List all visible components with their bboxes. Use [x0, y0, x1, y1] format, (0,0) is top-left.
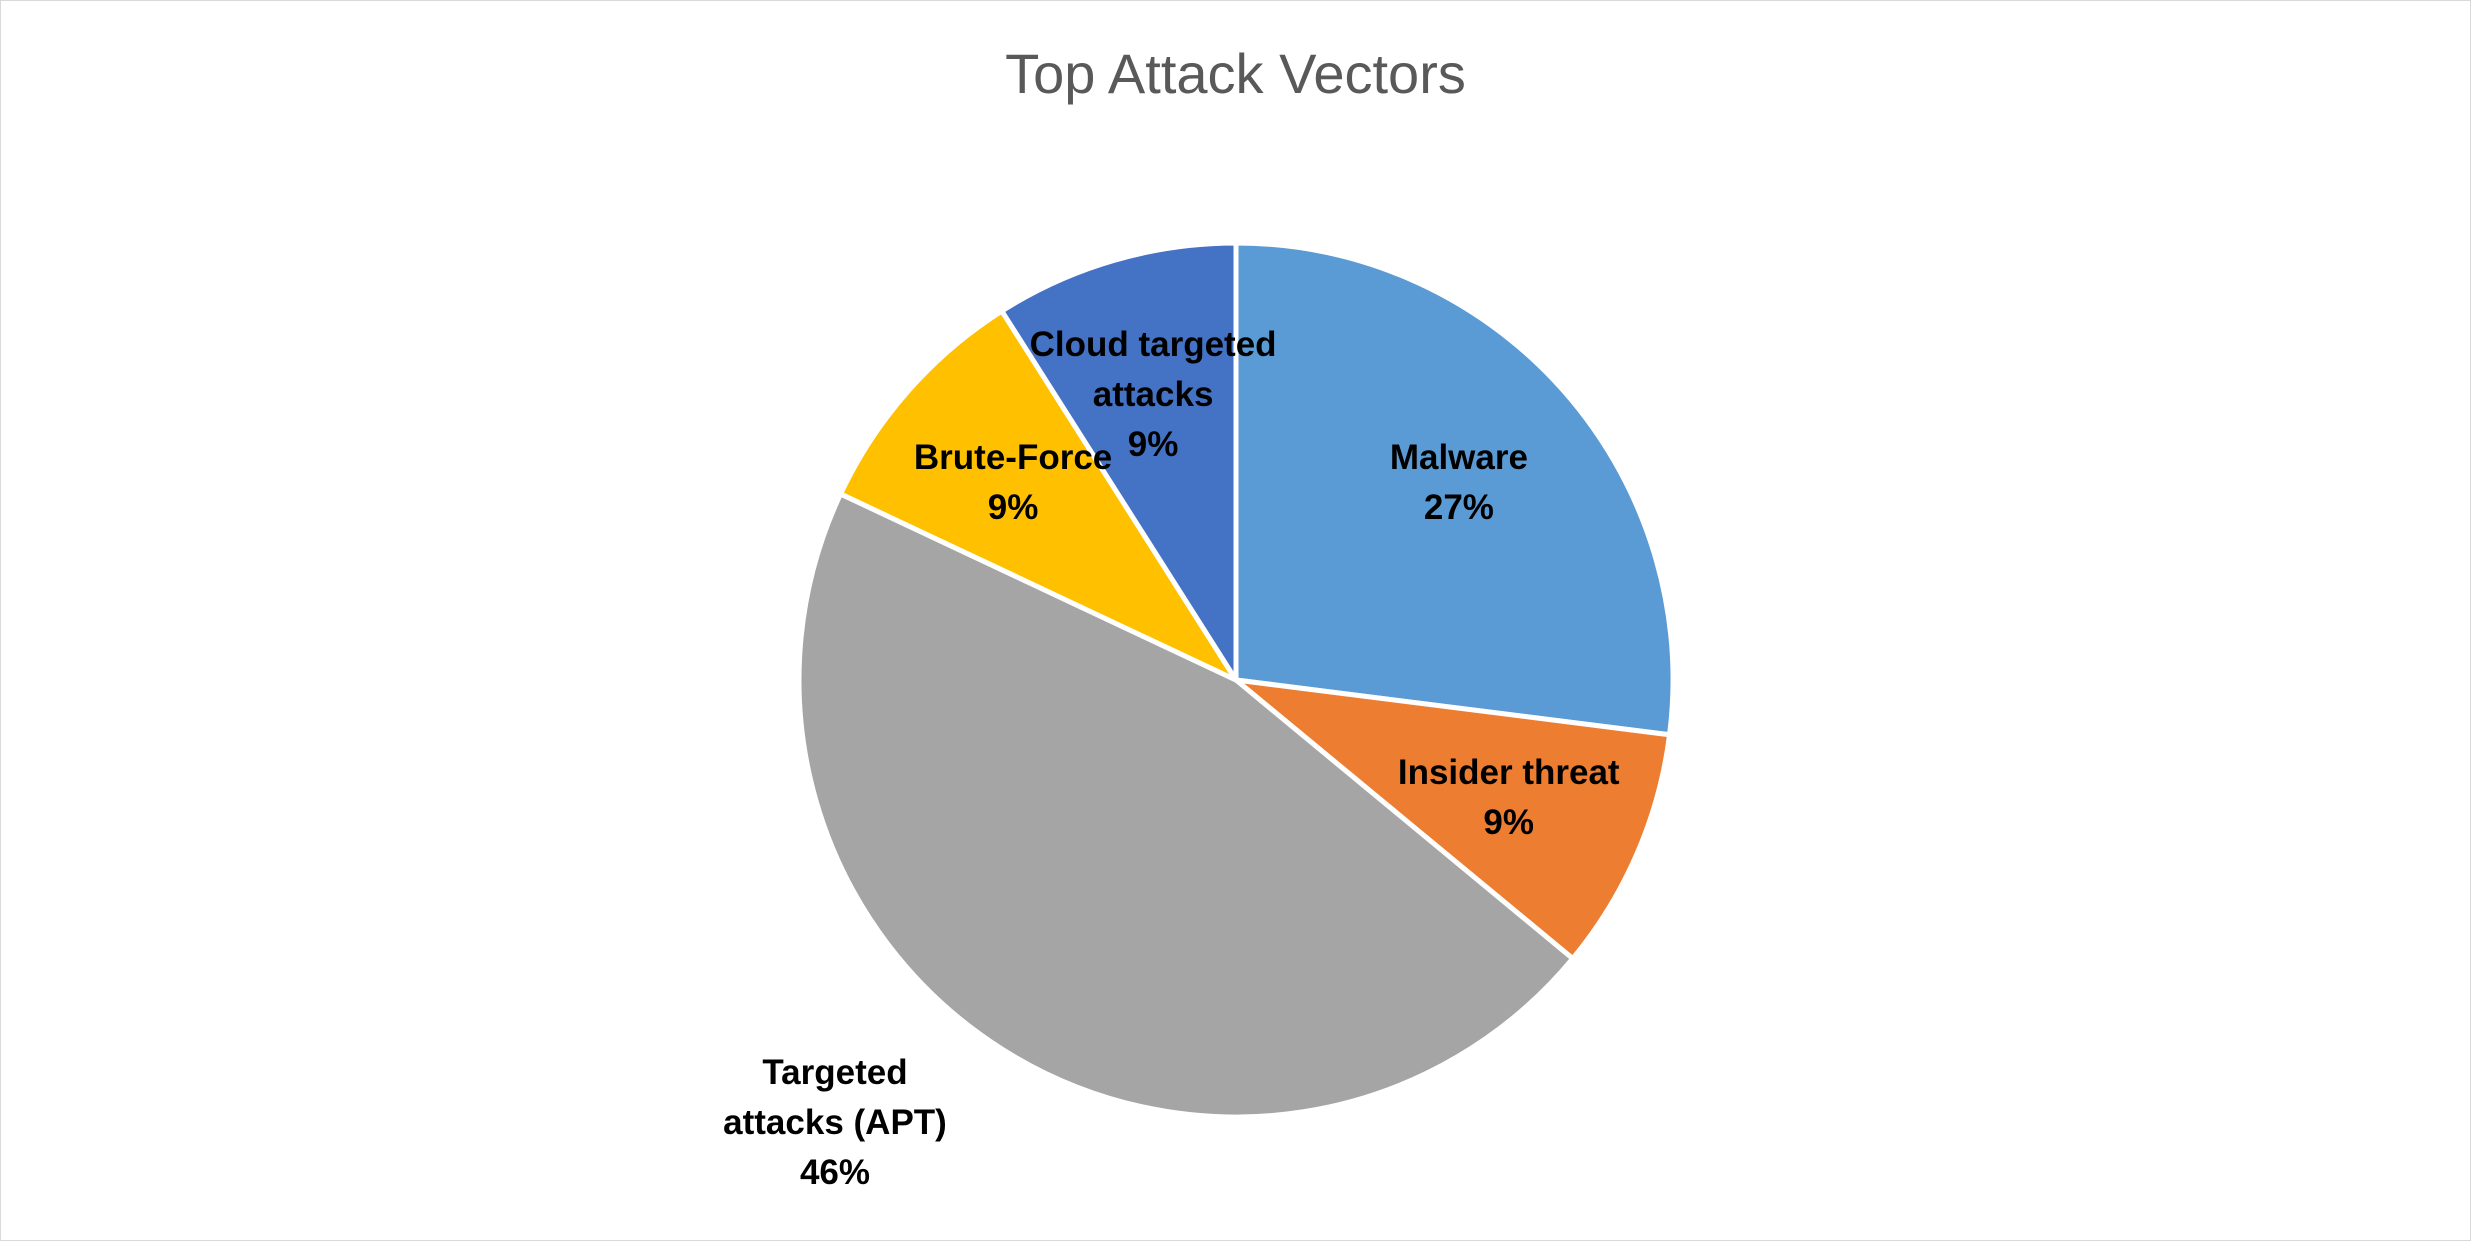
- category-label: Cloud targeted attacks: [1029, 324, 1277, 414]
- slice-label: Brute-Force 9%: [914, 433, 1112, 533]
- slice-label: Cloud targeted attacks 9%: [1028, 320, 1278, 470]
- chart-title: Top Attack Vectors: [1005, 42, 1466, 105]
- pie-slice: [999, 240, 1239, 683]
- category-label: Brute-Force: [913, 438, 1113, 478]
- pie-slice: [796, 491, 1576, 1120]
- slice-label: Targeted attacks (APT) 46%: [710, 1048, 960, 1198]
- pie-slice: [1233, 240, 1676, 738]
- category-label: Insider threat: [1397, 753, 1620, 793]
- category-label: Targeted attacks (APT): [723, 1052, 947, 1142]
- category-label: Malware: [1389, 438, 1528, 478]
- value-label: 9%: [987, 488, 1039, 528]
- value-label: 46%: [799, 1152, 871, 1192]
- slice-label: Malware 27%: [1390, 433, 1528, 533]
- pie-slice: [1233, 677, 1673, 962]
- pie-slice: [838, 308, 1239, 683]
- value-label: 27%: [1423, 488, 1494, 528]
- slice-label: Insider threat 9%: [1398, 748, 1620, 848]
- value-label: 9%: [1127, 424, 1179, 464]
- value-label: 9%: [1483, 803, 1535, 843]
